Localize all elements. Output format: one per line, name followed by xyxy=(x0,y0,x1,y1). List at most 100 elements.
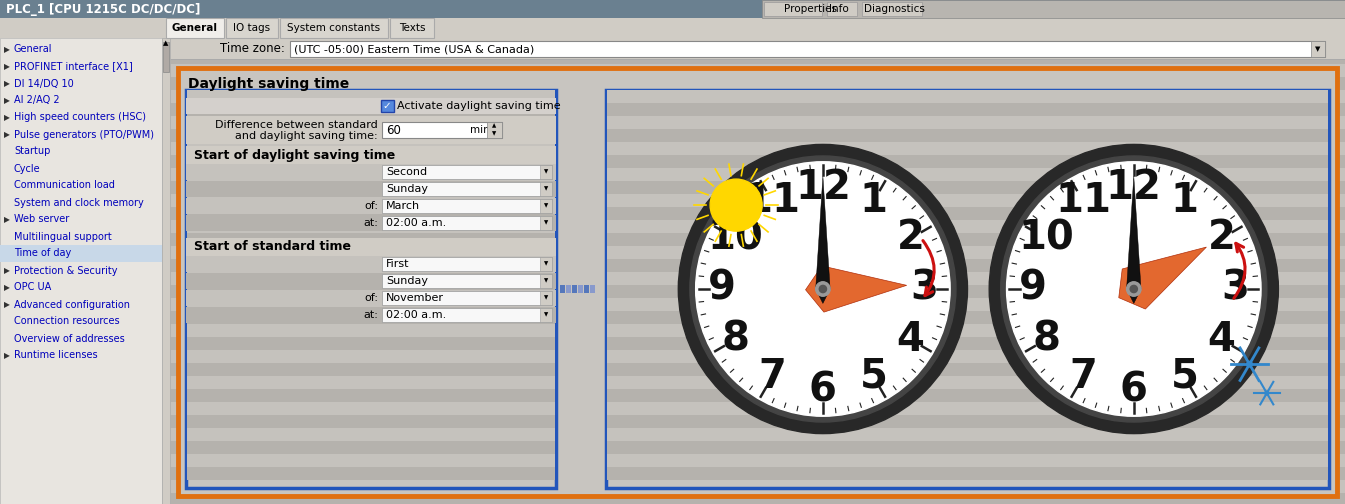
Text: Cycle: Cycle xyxy=(13,163,40,173)
Bar xyxy=(539,291,551,305)
Text: ▶: ▶ xyxy=(4,96,9,105)
Bar xyxy=(590,285,594,293)
Text: 60: 60 xyxy=(386,123,401,137)
Text: 1: 1 xyxy=(1170,181,1198,221)
Text: Difference between standard: Difference between standard xyxy=(215,120,378,130)
Bar xyxy=(163,42,169,72)
FancyArrowPatch shape xyxy=(923,240,935,296)
Text: 8: 8 xyxy=(721,320,749,360)
Text: 2: 2 xyxy=(897,218,924,259)
Circle shape xyxy=(1264,391,1268,395)
Bar xyxy=(607,233,1328,246)
Bar xyxy=(187,103,555,116)
Bar xyxy=(607,103,1328,116)
Bar xyxy=(862,2,923,16)
Bar xyxy=(187,116,555,129)
Text: ▶: ▶ xyxy=(4,45,9,54)
Bar xyxy=(607,142,1328,155)
Bar xyxy=(607,441,1328,454)
Text: ▶: ▶ xyxy=(4,79,9,88)
Bar xyxy=(607,311,1328,324)
Text: Connection resources: Connection resources xyxy=(13,317,120,327)
Bar xyxy=(390,18,434,38)
Bar xyxy=(169,298,1345,311)
Bar xyxy=(607,389,1328,402)
Text: IO tags: IO tags xyxy=(234,23,270,33)
Bar xyxy=(607,337,1328,350)
Bar xyxy=(169,116,1345,129)
Bar xyxy=(187,155,555,168)
Text: 5: 5 xyxy=(1170,357,1198,397)
Text: ▶: ▶ xyxy=(4,351,9,360)
Bar xyxy=(607,168,1328,181)
Text: of:: of: xyxy=(364,201,378,211)
Text: Advanced configuration: Advanced configuration xyxy=(13,299,130,309)
Text: ▲: ▲ xyxy=(163,40,168,46)
Circle shape xyxy=(1130,285,1138,293)
Bar xyxy=(169,337,1345,350)
Bar xyxy=(763,0,1345,18)
Text: Pulse generators (PTO/PWM): Pulse generators (PTO/PWM) xyxy=(13,130,153,140)
Bar xyxy=(572,285,577,293)
Bar xyxy=(607,298,1328,311)
Bar xyxy=(186,290,555,306)
Text: Startup: Startup xyxy=(13,147,50,157)
Bar xyxy=(169,324,1345,337)
Bar xyxy=(169,142,1345,155)
Text: System constants: System constants xyxy=(288,23,381,33)
Bar xyxy=(607,350,1328,363)
Bar xyxy=(607,207,1328,220)
Bar xyxy=(607,129,1328,142)
Text: Runtime licenses: Runtime licenses xyxy=(13,350,98,360)
Bar xyxy=(169,220,1345,233)
Text: ▶: ▶ xyxy=(4,215,9,224)
Text: 2: 2 xyxy=(1208,218,1236,259)
Bar xyxy=(607,246,1328,259)
Text: at:: at: xyxy=(363,310,378,320)
FancyArrowPatch shape xyxy=(1233,243,1245,298)
Bar xyxy=(382,216,551,230)
Bar xyxy=(382,274,551,288)
Bar xyxy=(382,257,551,271)
Bar xyxy=(169,415,1345,428)
Bar xyxy=(607,324,1328,337)
Circle shape xyxy=(819,285,827,293)
Bar xyxy=(161,38,169,504)
Bar xyxy=(0,38,161,504)
Bar xyxy=(187,129,555,142)
Text: 3: 3 xyxy=(1221,269,1250,309)
Circle shape xyxy=(1006,162,1262,416)
Bar xyxy=(186,215,555,231)
Text: Overview of addresses: Overview of addresses xyxy=(13,334,125,344)
Text: Communication load: Communication load xyxy=(13,180,114,191)
Circle shape xyxy=(1247,361,1252,367)
Bar xyxy=(178,68,1337,496)
Bar xyxy=(169,363,1345,376)
Bar xyxy=(169,181,1345,194)
Bar xyxy=(169,402,1345,415)
Text: ▼: ▼ xyxy=(543,186,549,192)
Bar xyxy=(165,18,225,38)
Text: Daylight saving time: Daylight saving time xyxy=(188,77,350,91)
Text: 02:00 a.m.: 02:00 a.m. xyxy=(386,218,447,228)
Bar xyxy=(186,98,555,114)
Text: 4: 4 xyxy=(1208,320,1236,360)
Bar xyxy=(187,246,555,259)
Bar xyxy=(187,428,555,441)
Text: March: March xyxy=(386,201,420,211)
Bar xyxy=(187,415,555,428)
Text: 11: 11 xyxy=(744,181,800,221)
Bar xyxy=(539,199,551,213)
Text: Time zone:: Time zone: xyxy=(221,42,285,55)
Bar xyxy=(186,181,555,197)
Bar xyxy=(539,257,551,271)
Bar xyxy=(186,164,555,180)
Text: ▼: ▼ xyxy=(543,221,549,225)
Bar xyxy=(169,59,1345,60)
Text: Texts: Texts xyxy=(398,23,425,33)
Bar xyxy=(187,350,555,363)
Bar xyxy=(382,182,551,196)
Text: at:: at: xyxy=(363,218,378,228)
Bar xyxy=(607,90,1328,103)
Text: System and clock memory: System and clock memory xyxy=(13,198,144,208)
